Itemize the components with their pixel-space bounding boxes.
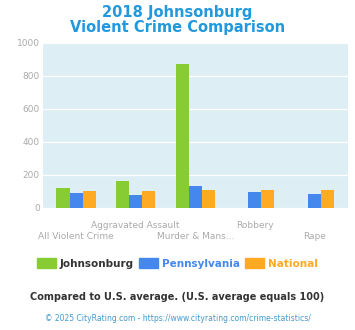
Bar [142,191,155,208]
Text: © 2025 CityRating.com - https://www.cityrating.com/crime-statistics/: © 2025 CityRating.com - https://www.city… [45,314,310,323]
Bar [116,181,129,208]
Text: Robbery: Robbery [236,221,274,230]
Bar [248,192,261,208]
Bar [189,186,202,208]
Bar [308,193,321,208]
Legend: Johnsonburg, Pennsylvania, National: Johnsonburg, Pennsylvania, National [37,258,318,269]
Text: Aggravated Assault: Aggravated Assault [92,221,180,230]
Bar [129,195,142,208]
Bar [56,188,70,208]
Text: Murder & Mans...: Murder & Mans... [157,232,234,241]
Bar [261,190,274,208]
Text: Rape: Rape [303,232,326,241]
Bar [70,193,83,208]
Bar [202,190,215,208]
Bar [321,190,334,208]
Text: Compared to U.S. average. (U.S. average equals 100): Compared to U.S. average. (U.S. average … [31,292,324,302]
Text: Violent Crime Comparison: Violent Crime Comparison [70,20,285,35]
Bar [176,63,189,208]
Text: All Violent Crime: All Violent Crime [38,232,114,241]
Text: 2018 Johnsonburg: 2018 Johnsonburg [102,5,253,20]
Bar [83,190,96,208]
